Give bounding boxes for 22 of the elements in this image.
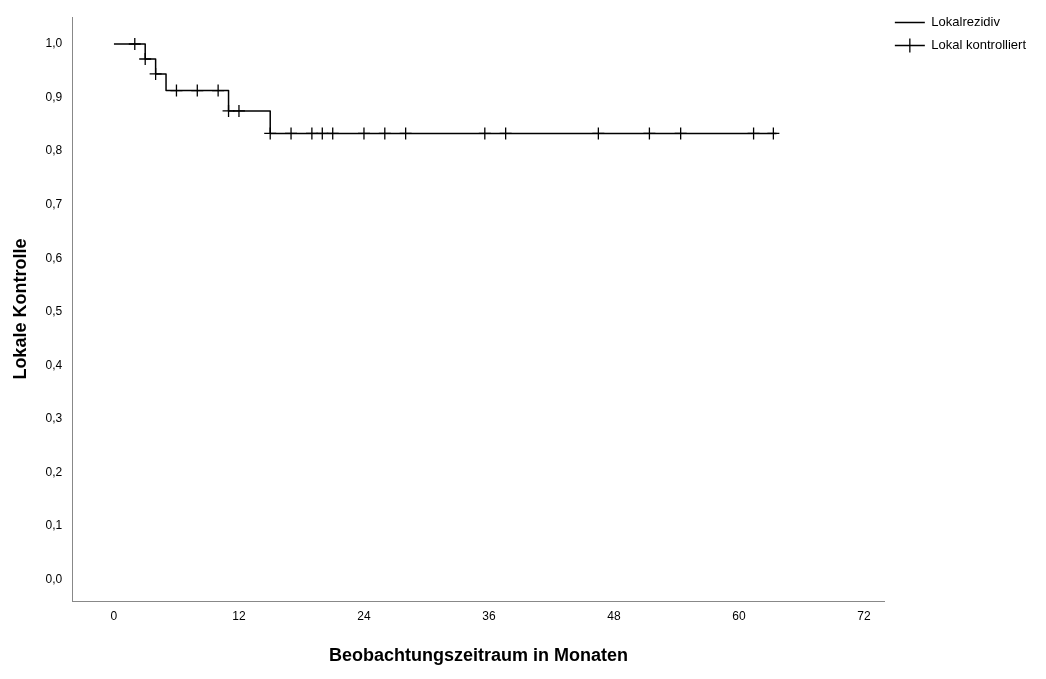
y-tick-label: 0,2 (45, 464, 63, 479)
y-tick-label: 0,1 (45, 518, 63, 533)
y-axis-title: Lokale Kontrolle (9, 238, 30, 380)
x-tick-label: 72 (857, 608, 871, 623)
x-tick-label: 36 (482, 608, 496, 623)
y-tick-label: 1,0 (45, 36, 63, 51)
x-tick-label: 48 (607, 608, 621, 623)
y-tick-label: 0,0 (45, 571, 63, 586)
x-tick-label: 60 (732, 608, 746, 623)
y-tick-label: 0,5 (45, 304, 63, 319)
y-tick-label: 0,7 (45, 196, 63, 211)
y-tick-label: 0,8 (45, 143, 63, 158)
legend-label: Lokal kontrolliert (931, 37, 1027, 53)
x-tick-label: 24 (357, 608, 371, 623)
x-axis-title: Beobachtungszeitraum in Monaten (329, 645, 629, 666)
y-tick-label: 0,4 (45, 357, 63, 372)
legend-label: Lokalrezidiv (931, 14, 1001, 30)
x-tick-label: 12 (232, 608, 246, 623)
x-tick-label: 0 (110, 608, 118, 623)
y-tick-label: 0,9 (45, 89, 63, 104)
y-tick-label: 0,6 (45, 250, 63, 265)
y-tick-label: 0,3 (45, 411, 63, 426)
